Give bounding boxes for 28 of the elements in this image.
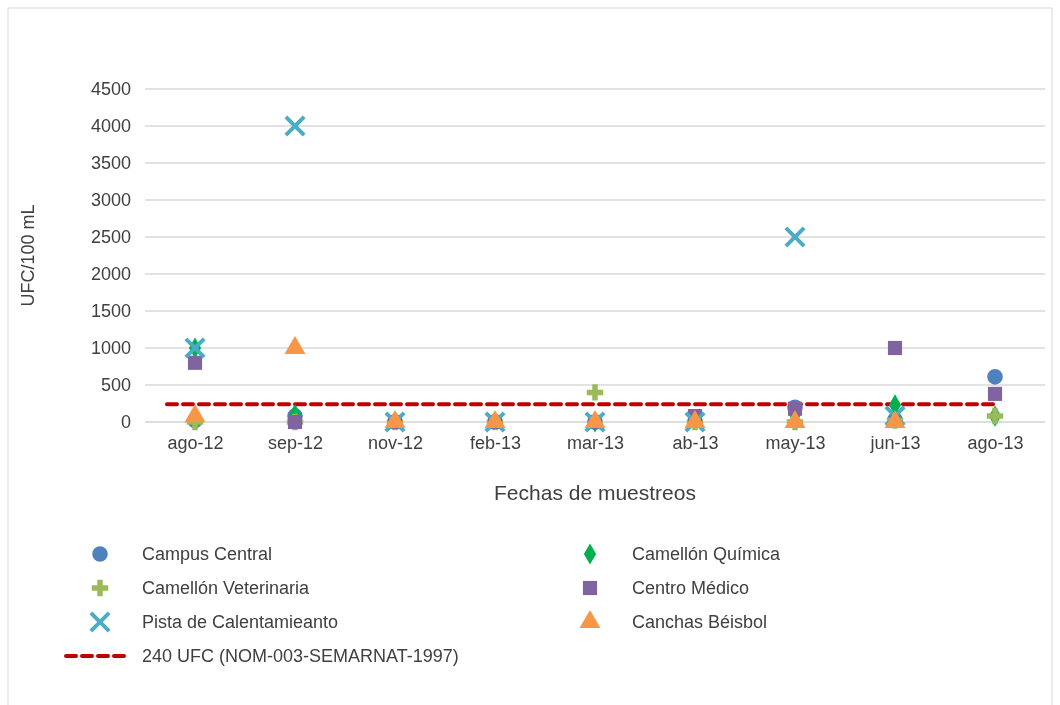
y-tick-label: 4000 xyxy=(90,116,131,137)
x-tick-label: sep-12 xyxy=(267,432,324,453)
x-tick-label: ab-13 xyxy=(672,432,719,453)
y-tick-label: 3500 xyxy=(90,153,131,174)
y-tick-label: 1000 xyxy=(90,338,131,359)
y-tick-label: 2000 xyxy=(90,264,131,285)
x-tick-label: nov-12 xyxy=(367,432,424,453)
x-axis-title: Fechas de muestreos xyxy=(494,481,696,504)
y-tick-label: 2500 xyxy=(90,227,131,248)
x-tick-label: may-13 xyxy=(765,432,826,453)
legend-label: Camellón Veterinaria xyxy=(142,578,311,598)
y-axis-title: UFC/100 mL xyxy=(18,204,38,307)
legend-label: Canchas Béisbol xyxy=(632,612,768,632)
legend-label: Pista de Calentamieanto xyxy=(142,612,339,632)
legend-label: Camellón Química xyxy=(632,544,782,564)
x-tick-label: mar-13 xyxy=(566,432,625,453)
x-tick-label: jun-13 xyxy=(869,432,921,453)
x-tick-label: ago-13 xyxy=(967,432,1024,453)
y-tick-label: 0 xyxy=(120,412,131,433)
x-tick-label: ago-12 xyxy=(167,432,224,453)
legend-label: Centro Médico xyxy=(632,578,750,598)
legend-label: 240 UFC (NOM-003-SEMARNAT-1997) xyxy=(142,646,459,666)
y-tick-label: 3000 xyxy=(90,190,131,211)
x-tick-label: feb-13 xyxy=(469,432,522,453)
y-tick-label: 500 xyxy=(100,375,131,396)
legend-label: Campus Central xyxy=(142,544,273,564)
y-tick-label: 4500 xyxy=(90,79,131,100)
y-tick-label: 1500 xyxy=(90,301,131,322)
